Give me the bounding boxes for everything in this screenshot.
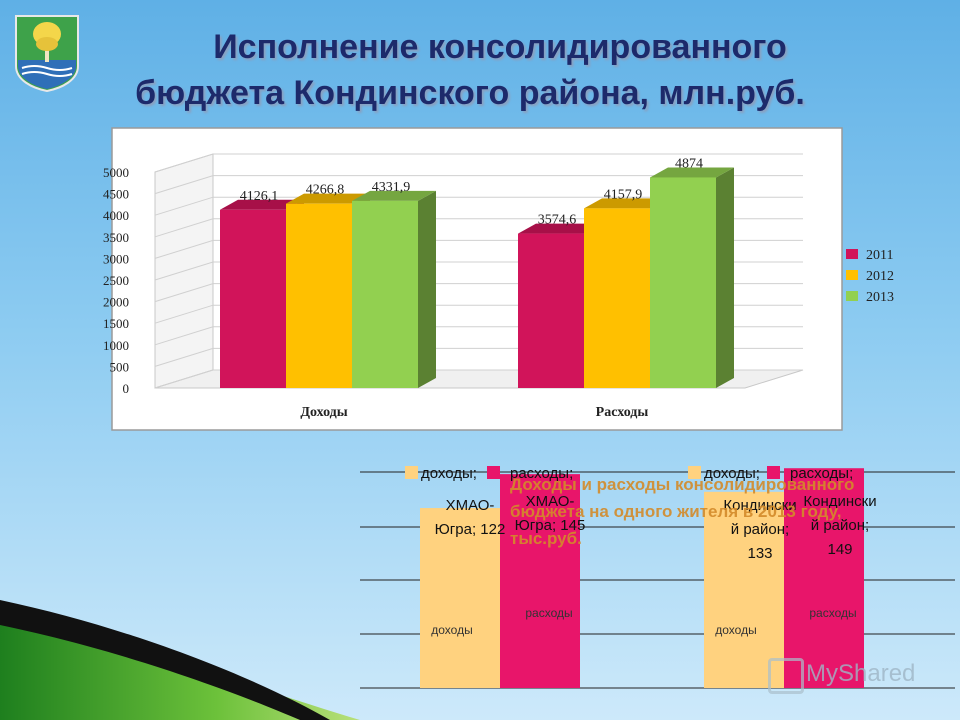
legend-swatch-2013	[846, 291, 858, 301]
y-tick-label: 3000	[103, 251, 129, 266]
slide-title: Исполнение консолидированного бюджета Ко…	[100, 24, 900, 116]
legend-label-2012: 2012	[866, 269, 894, 284]
bar-top	[220, 199, 304, 210]
per-capita-data-label: Югра; 122	[435, 521, 506, 538]
bar-2011-1	[518, 233, 584, 388]
per-capita-legend-label: доходы;	[704, 465, 760, 482]
per-capita-legend-label: расходы;	[510, 465, 573, 482]
per-capita-bar-доходы-0	[420, 508, 500, 688]
title-line-1: Исполнение консолидированного	[213, 28, 787, 66]
y-tick-label: 0	[123, 381, 130, 396]
per-capita-bar-расходы-0	[500, 474, 580, 688]
bar-2012-0	[286, 203, 352, 388]
data-label: 4874	[675, 156, 703, 171]
y-tick-label: 5000	[103, 165, 129, 180]
bar-2011-0	[220, 209, 286, 388]
y-tick-label: 1000	[103, 338, 129, 353]
per-capita-data-label: ХМАО-	[526, 493, 575, 510]
watermark-text: MyShared	[806, 660, 916, 687]
per-capita-data-label: й район;	[811, 517, 869, 534]
per-capita-chart-title: тыс.руб.	[510, 529, 582, 548]
per-capita-legend-swatch	[487, 466, 500, 479]
bar-2012-1	[584, 208, 650, 388]
bar-2013-1	[650, 177, 716, 388]
gridline	[154, 153, 803, 173]
bar-top	[352, 190, 436, 201]
legend-label-2013: 2013	[866, 290, 894, 305]
gridline	[154, 196, 803, 216]
bar-inner-label: расходы	[525, 606, 572, 620]
main-chart: 0 500 1000 1500 2000 2500 3000 3500 4000 4500 5000…	[103, 153, 894, 420]
data-label: 4157,9	[604, 187, 643, 202]
bar-top	[518, 223, 602, 234]
per-capita-bar-доходы-1	[704, 491, 784, 688]
legend-swatch-2012	[846, 270, 858, 280]
per-capita-legend-label: доходы;	[421, 465, 477, 482]
per-capita-data-label: Кондински	[723, 497, 796, 514]
per-capita-data-label: Югра; 145	[515, 517, 586, 534]
per-capita-bar-расходы-1	[784, 468, 864, 688]
bar-side	[418, 190, 436, 388]
title-line-2: бюджета Кондинского района, млн.руб.	[135, 74, 805, 112]
per-capita-data-label: Кондински	[803, 493, 876, 510]
gridline	[154, 175, 803, 195]
legend-swatch-2011	[846, 249, 858, 259]
y-tick-label: 2000	[103, 295, 129, 310]
bar-2013-0	[352, 200, 418, 388]
data-label: 4266,8	[306, 183, 345, 198]
per-capita-data-label: 149	[827, 541, 852, 558]
x-category-label: Доходы	[300, 405, 347, 420]
bar-top	[650, 167, 734, 178]
per-capita-legend-label: расходы;	[790, 465, 853, 482]
bar-top	[286, 193, 370, 204]
data-label: 4126,1	[240, 189, 279, 204]
bar-side	[716, 167, 734, 388]
legend-label-2011: 2011	[866, 248, 893, 263]
per-capita-legend-swatch	[688, 466, 701, 479]
per-capita-legend-swatch	[767, 466, 780, 479]
data-label: 3574,6	[538, 213, 577, 228]
watermark-logo-icon	[768, 658, 804, 694]
y-tick-label: 2500	[103, 273, 129, 288]
per-capita-data-label: ХМАО-	[446, 497, 495, 514]
per-capita-data-label: 133	[747, 545, 772, 562]
per-capita-legend-swatch	[405, 466, 418, 479]
y-tick-label: 500	[110, 359, 130, 374]
per-capita-chart: доходы расходы доходы расходы доходы; расходы…	[360, 465, 955, 689]
bar-inner-label: расходы	[809, 606, 856, 620]
coat-of-arms-logo	[14, 14, 80, 93]
per-capita-data-label: й район;	[731, 521, 789, 538]
bar-top	[584, 198, 668, 209]
decor-black-swoosh	[0, 600, 330, 720]
y-tick-label: 4500	[103, 187, 129, 202]
y-tick-label: 1500	[103, 316, 129, 331]
bar-inner-label: доходы	[715, 623, 756, 637]
per-capita-chart-title: бюджета на одного жителя в 2013 году,	[510, 502, 842, 521]
y-tick-label: 3500	[103, 230, 129, 245]
data-label: 4331,9	[372, 180, 411, 195]
per-capita-chart-title: Доходы и расходы консолидированного	[510, 475, 854, 494]
y-tick-label: 4000	[103, 208, 129, 223]
bar-inner-label: доходы	[431, 623, 472, 637]
x-category-label: Расходы	[596, 405, 649, 420]
